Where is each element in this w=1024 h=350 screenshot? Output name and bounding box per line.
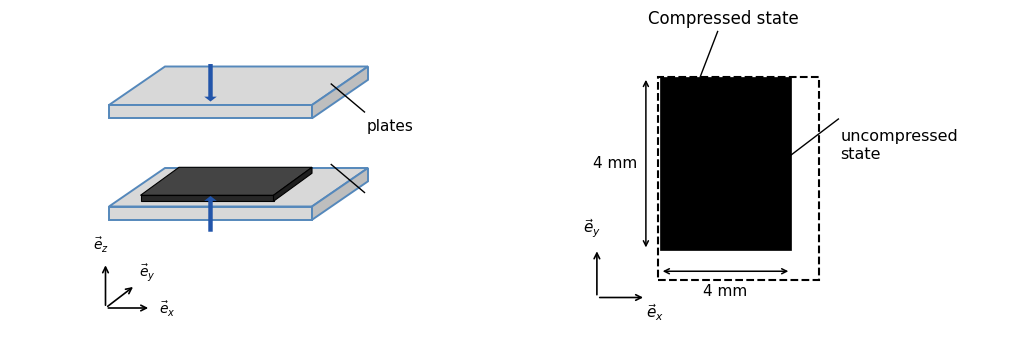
Text: $\vec{e}_x$: $\vec{e}_x$	[646, 303, 664, 323]
Text: 4 mm: 4 mm	[703, 284, 748, 299]
Polygon shape	[312, 168, 368, 220]
Bar	[659, 77, 792, 250]
Text: $\vec{e}_z$: $\vec{e}_z$	[93, 236, 110, 255]
Polygon shape	[273, 167, 312, 201]
Polygon shape	[109, 206, 312, 220]
Polygon shape	[140, 195, 273, 201]
Text: uncompressed
state: uncompressed state	[840, 130, 957, 162]
Text: $\vec{e}_y$: $\vec{e}_y$	[583, 217, 601, 240]
Text: Compressed state: Compressed state	[647, 10, 799, 28]
Text: $\vec{e}_x$: $\vec{e}_x$	[159, 300, 175, 319]
Polygon shape	[140, 167, 312, 195]
Bar	[658, 77, 819, 280]
Text: $\vec{e}_y$: $\vec{e}_y$	[138, 262, 156, 283]
Polygon shape	[109, 105, 312, 118]
Polygon shape	[109, 168, 368, 206]
Polygon shape	[312, 66, 368, 118]
Text: 4 mm: 4 mm	[593, 156, 637, 171]
Text: plates: plates	[367, 119, 413, 133]
Polygon shape	[109, 66, 368, 105]
